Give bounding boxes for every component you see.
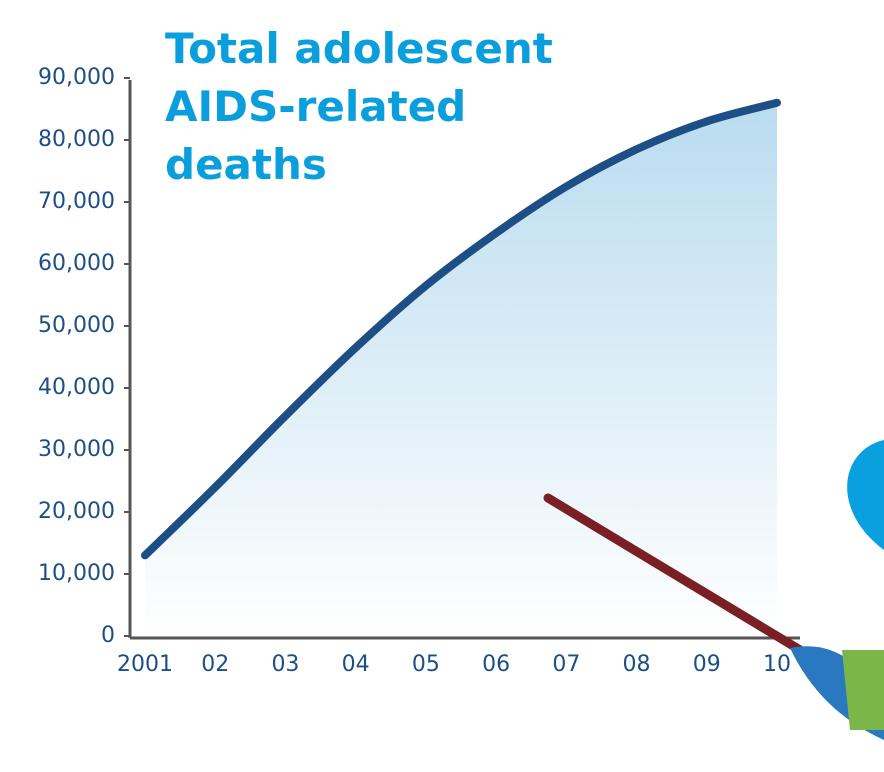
decor-shape	[847, 440, 884, 550]
x-tick-label: 10	[763, 652, 791, 677]
x-tick-label: 2001	[117, 652, 173, 677]
pointer-stick	[543, 493, 805, 655]
x-tick-label: 08	[623, 652, 651, 677]
y-tick-label: 70,000	[38, 189, 115, 214]
y-tick-label: 10,000	[38, 561, 115, 586]
y-tick-label: 90,000	[38, 65, 115, 90]
x-tick-label: 09	[693, 652, 721, 677]
y-tick-label: 60,000	[38, 251, 115, 276]
y-tick-label: 80,000	[38, 127, 115, 152]
area-fill	[145, 102, 777, 637]
chart-title: Total adolescent AIDS-related deaths	[165, 24, 553, 189]
y-tick-label: 20,000	[38, 499, 115, 524]
x-tick-label: 04	[342, 652, 370, 677]
line	[141, 98, 781, 560]
y-tick-label: 30,000	[38, 437, 115, 462]
x-tick-label: 07	[552, 652, 580, 677]
x-tick-label: 05	[412, 652, 440, 677]
y-tick-label: 40,000	[38, 375, 115, 400]
y-tick-label: 0	[101, 623, 115, 648]
y-tick-label: 50,000	[38, 313, 115, 338]
x-tick-label: 03	[271, 652, 299, 677]
x-tick-label: 02	[201, 652, 229, 677]
decor-shape	[842, 650, 884, 730]
x-tick-label: 06	[482, 652, 510, 677]
